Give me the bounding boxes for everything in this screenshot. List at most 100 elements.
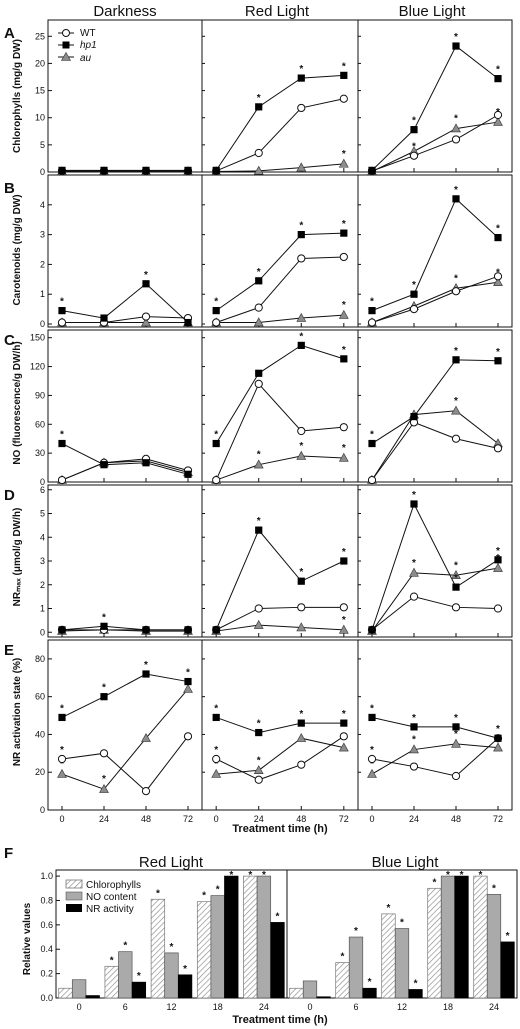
hp1-point (452, 723, 460, 731)
significance-star: * (370, 745, 374, 756)
hp1-point (410, 126, 418, 134)
au-point (296, 450, 307, 460)
series-line-hp1 (371, 198, 499, 312)
significance-star: * (102, 612, 106, 623)
x-axis-label-lines: Treatment time (h) (232, 823, 328, 835)
y-tick-label: 60 (35, 692, 45, 702)
x-tick-label: 72 (339, 814, 349, 824)
wt-point (367, 475, 377, 485)
hp1-point (255, 103, 263, 111)
legend-wt-label: WT (80, 28, 96, 39)
y-tick-label: 120 (30, 362, 45, 372)
bar-no-content (302, 980, 318, 999)
panel-e-blue-light-frame (357, 639, 513, 811)
series-line-wt (371, 421, 499, 481)
x-tick-label: 0 (307, 1002, 312, 1012)
bar-nr-activity (408, 989, 423, 999)
significance-star: * (60, 703, 64, 714)
panel-d-red-light-plot: * * * * (201, 484, 359, 638)
legend-au-label: au (80, 53, 92, 64)
panel-a-red-light-plot: * * * * (201, 19, 359, 176)
significance-star: * (412, 558, 416, 569)
y-tick-label: 1.0 (40, 871, 53, 881)
legend-chlorophylls-swatch (65, 879, 83, 889)
significance-star: * (454, 713, 458, 724)
significance-star: * (216, 885, 220, 896)
panel-d-darkness-frame (47, 484, 203, 638)
y-tick-label: 5 (40, 140, 45, 150)
series-line-au (371, 281, 499, 323)
wt-point (339, 732, 348, 741)
y-tick-label: 15 (35, 86, 45, 96)
au-point (451, 570, 461, 579)
hp1-point (142, 626, 150, 634)
au-point (493, 742, 503, 752)
y-tick-label: 1 (40, 604, 45, 614)
series-line-au (216, 163, 344, 172)
wt-point (297, 426, 306, 436)
panel-b-red-light-plot: * * * * * (201, 174, 359, 328)
wt-point (451, 287, 461, 296)
series-line-hp1 (215, 74, 344, 171)
bar-nr-activity (500, 941, 515, 999)
significance-star: * (354, 926, 358, 937)
legend-au-marker (60, 51, 72, 61)
wt-point (493, 272, 503, 281)
x-tick-label: 24 (259, 1002, 269, 1012)
hp1-point (255, 526, 263, 534)
significance-star: * (299, 709, 303, 720)
hp1-point (212, 713, 220, 722)
significance-star: * (342, 547, 346, 558)
au-point (338, 452, 349, 462)
legend-nr-activity-swatch (66, 904, 82, 912)
hp1-point (58, 439, 66, 448)
series-line-hp1 (61, 625, 188, 631)
panel-e-darkness-plot: 0 20 40 60 80 0 24 48 72 * * * * * * * (35, 639, 203, 824)
wt-point (339, 94, 348, 103)
significance-star: * (156, 888, 160, 899)
hp1-point (212, 166, 220, 174)
bar-no-content (394, 928, 410, 999)
hp1-point (297, 341, 305, 349)
legend-hp1-label: hp1 (80, 40, 97, 51)
y-axis-label-nrmax: NRₘₐₓ (μmol/g DW/h) (12, 508, 23, 607)
x-tick-label: 18 (443, 1002, 453, 1012)
series-line-wt (61, 736, 189, 792)
wt-point (212, 318, 221, 327)
panel-f-x-axis-label: Treatment time (h) (232, 1014, 328, 1026)
panel-e-blue-light-plot: 0 24 48 72 * * * * * * * * (357, 639, 513, 824)
hp1-point (452, 356, 460, 364)
x-tick-label: 0 (214, 814, 219, 824)
panel-e-darkness-frame (47, 639, 203, 811)
panel-a-darkness-plot: 0 5 10 15 20 25 (35, 19, 203, 177)
au-point (493, 116, 503, 126)
y-tick-label: 2 (40, 259, 45, 269)
panel-f-title-blue-light: Blue Light (372, 854, 440, 871)
au-point (338, 158, 349, 168)
legend-genotypes: WT hp1 au (58, 28, 97, 64)
au-point (296, 312, 307, 322)
significance-star: * (454, 185, 458, 196)
hp1-point (184, 470, 192, 478)
y-tick-label: 0 (40, 319, 45, 329)
significance-star: * (412, 713, 416, 724)
series-line-hp1 (371, 502, 499, 631)
panel-a-red-light-frame (201, 19, 359, 173)
series-line-wt (215, 606, 344, 631)
panel-f-blue-light-plot: 0 6 * * * 12 * * * 18 * * * 24 * * * (286, 869, 518, 1012)
hp1-point (340, 229, 348, 237)
au-point (141, 732, 151, 742)
series-line-wt (215, 98, 344, 172)
panel-b-blue-light-frame (357, 174, 513, 328)
y-tick-label: 4 (40, 200, 45, 210)
hp1-point (494, 75, 502, 83)
series-line-hp1 (371, 359, 499, 444)
au-point (253, 317, 264, 327)
series-line-au (371, 743, 499, 775)
x-tick-label: 24 (254, 814, 264, 824)
significance-star: * (257, 93, 261, 104)
y-tick-label: 0 (40, 805, 45, 815)
wt-point (409, 762, 419, 771)
au-point (338, 309, 349, 319)
series-line-hp1 (371, 716, 499, 739)
